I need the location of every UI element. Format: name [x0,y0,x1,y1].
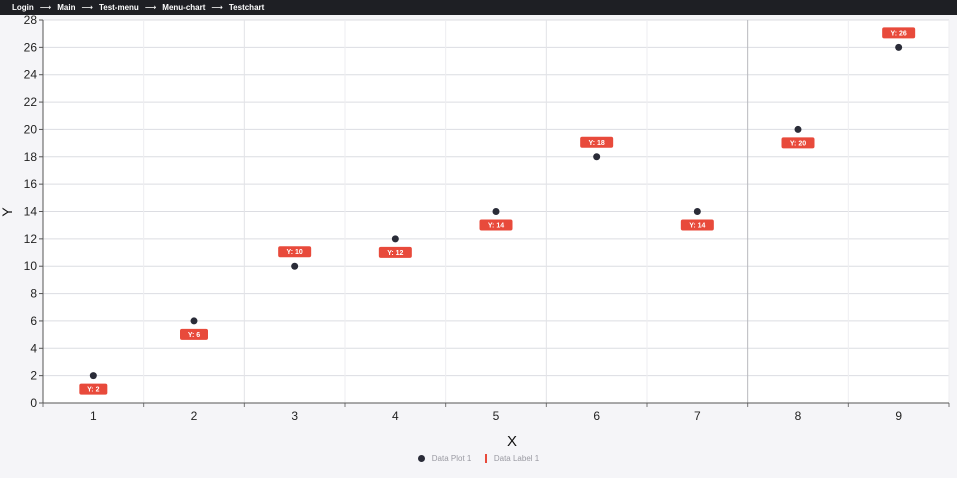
data-point[interactable] [492,208,500,215]
x-tick-label: 9 [895,409,902,423]
x-tick-label: 5 [493,409,500,423]
legend-item-data-label[interactable]: Data Label 1 [485,453,540,463]
y-tick-label: 20 [24,122,38,136]
y-tick-label: 22 [24,95,38,109]
data-label-text: Y: 2 [87,387,99,394]
data-label-box [580,136,614,148]
data-label-text: Y: 20 [790,140,806,147]
y-tick-label: 28 [24,15,38,27]
data-label-box [882,27,916,39]
y-tick-label: 24 [24,68,38,82]
data-label-text: Y: 14 [689,223,705,230]
data-point[interactable] [895,43,903,51]
data-label-text: Y: 18 [589,140,605,147]
y-tick-label: 16 [24,177,38,191]
y-tick-label: 2 [30,369,37,383]
y-tick-label: 8 [30,287,37,301]
x-tick-label: 6 [593,409,600,423]
legend-marker-dot-icon [417,454,425,462]
breadcrumb-test-menu[interactable]: Test-menu [98,3,139,12]
x-tick-label: 4 [392,409,399,423]
y-tick-label: 10 [24,259,38,273]
x-axis-title: X [507,433,517,450]
data-label-text: Y: 26 [891,30,907,37]
data-point[interactable] [89,372,97,380]
x-tick-label: 3 [291,409,298,423]
y-tick-label: 26 [24,40,38,54]
y-tick-label: 6 [30,314,37,328]
data-label-box [79,383,108,395]
y-tick-label: 4 [30,341,37,355]
data-label-box [180,328,208,340]
data-point[interactable] [391,235,399,243]
breadcrumb-separator-arrow-icon: ⟶ [144,3,157,12]
chart-area: 0 2 4 6 8 10 12 14 16 18 20 22 24 26 28 1 2 3 4 5 6 7 8 9 X Y Y: 2… [0,13,957,473]
breadcrumb: Login ⟶ Main ⟶ Test-menu ⟶ Menu-chart ⟶ … [0,0,957,15]
breadcrumb-login[interactable]: Login [12,3,34,12]
legend-marker-bar-icon [485,453,487,463]
data-point[interactable] [693,208,701,215]
y-tick-label: 12 [24,232,38,246]
data-label-box [680,219,714,231]
x-tick-label: 7 [694,409,701,423]
data-point[interactable] [291,262,299,270]
legend-item-data-plot[interactable]: Data Plot 1 [417,453,472,463]
data-label-box [479,219,513,231]
data-label-box [278,246,312,258]
breadcrumb-menu-chart[interactable]: Menu-chart [162,3,206,12]
breadcrumb-separator-arrow-icon: ⟶ [39,3,52,12]
breadcrumb-main[interactable]: Main [57,3,76,12]
breadcrumb-separator-arrow-icon: ⟶ [211,3,223,12]
data-label-text: Y: 10 [287,249,303,256]
data-point[interactable] [794,125,802,133]
x-tick-label: 2 [191,409,198,423]
x-tick-label: 8 [795,409,802,423]
y-tick-label: 14 [24,205,38,219]
breadcrumb-separator-arrow-icon: ⟶ [81,3,93,12]
chart-legend: Data Plot 1 Data Label 1 [0,451,957,465]
data-label-text: Y: 12 [387,250,403,257]
y-tick-label: 0 [30,396,37,410]
breadcrumb-testchart[interactable]: Testchart [228,3,265,12]
data-point[interactable] [593,153,601,161]
data-label-box [781,137,815,149]
y-axis-title: Y [0,207,15,217]
legend-label-data-plot: Data Plot 1 [431,453,472,463]
data-point[interactable] [190,317,198,325]
legend-label-data-label: Data Label 1 [493,453,540,463]
y-tick-label: 18 [24,150,38,164]
x-tick-label: 1 [90,409,97,423]
data-label-text: Y: 14 [488,223,504,230]
data-label-box [378,246,412,258]
data-label-text: Y: 6 [188,332,200,339]
